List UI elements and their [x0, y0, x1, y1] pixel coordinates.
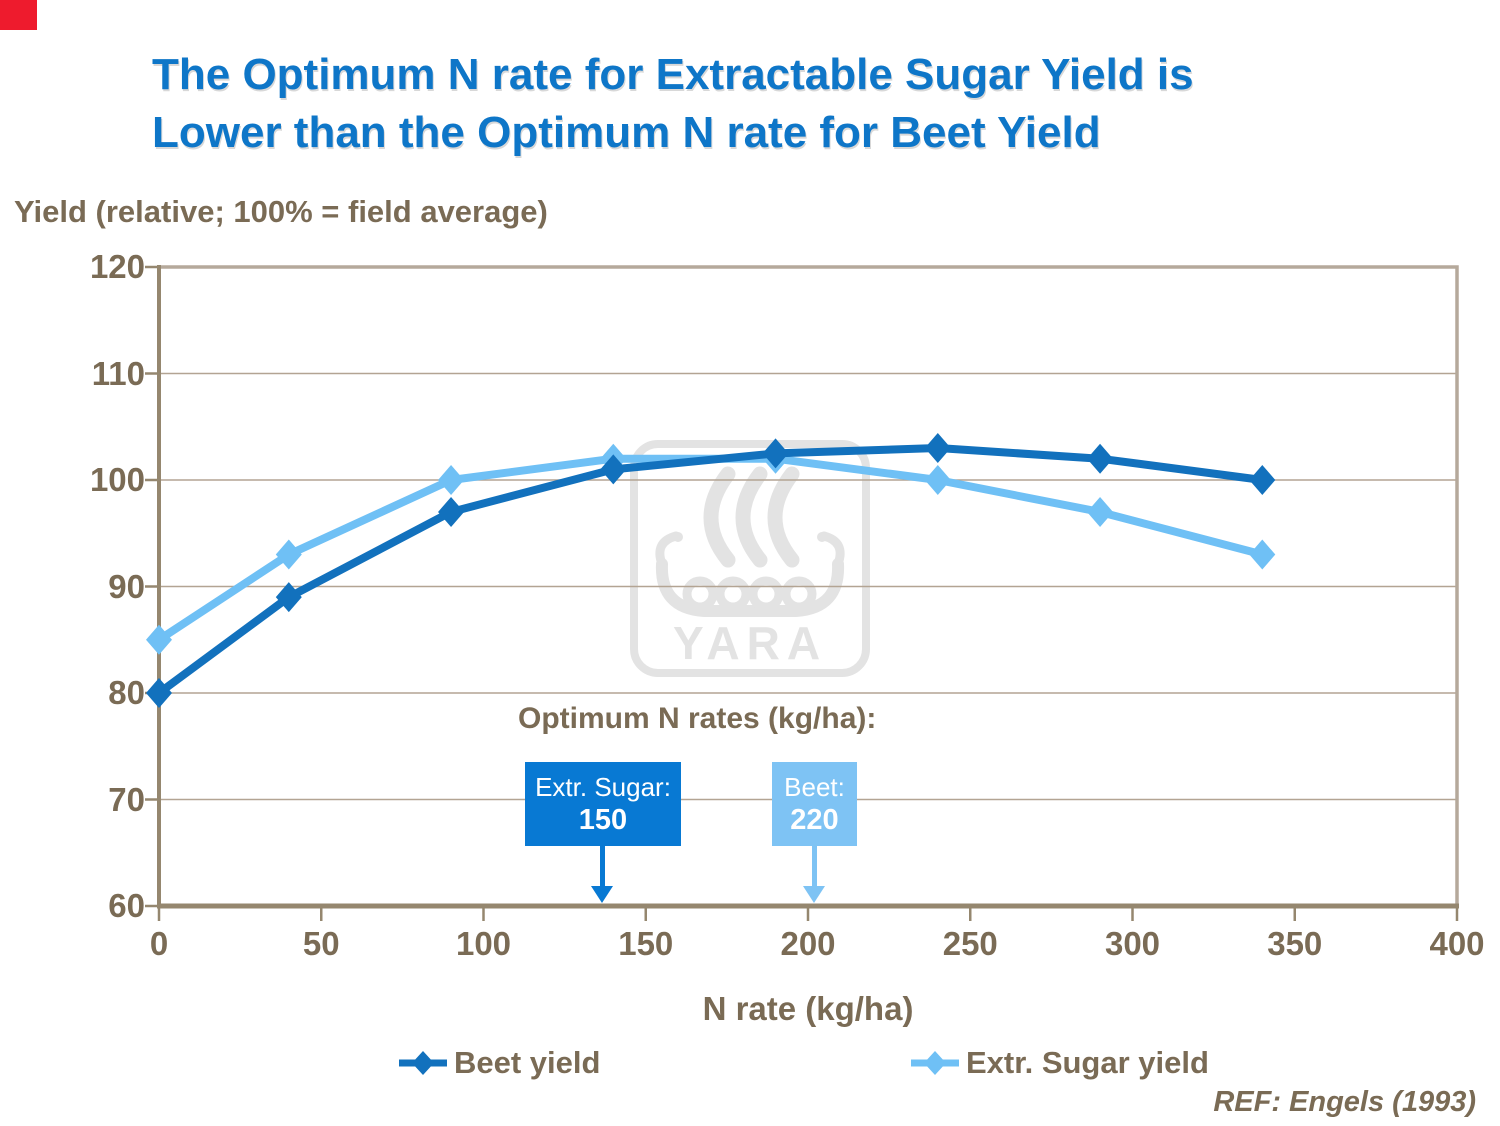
- y-tick-label: 100: [89, 461, 145, 498]
- x-tick-label: 300: [1104, 925, 1161, 962]
- x-tick-label: 150: [618, 925, 674, 962]
- callout-beet-value: 220: [790, 804, 839, 836]
- x-tick-label: 400: [1429, 925, 1485, 962]
- viking-ship-icon: [655, 466, 845, 617]
- arrow-extr-sugar-head: [591, 886, 613, 903]
- x-tick-label: 350: [1267, 925, 1323, 962]
- yara-watermark: YARA: [630, 440, 870, 677]
- arrow-beet-head: [803, 886, 825, 903]
- callout-beet-label: Beet:: [784, 772, 845, 802]
- y-tick-label: 80: [108, 674, 145, 711]
- y-tick-label: 110: [91, 354, 145, 392]
- x-axis-title: N rate (kg/ha): [702, 990, 914, 1027]
- callout-beet: Beet: 220: [772, 762, 857, 846]
- y-tick-label: 70: [108, 780, 145, 818]
- slide-title-line1: The Optimum N rate for Extractable Sugar…: [152, 50, 1194, 99]
- brand-corner-block: [0, 0, 37, 30]
- legend-label-beet-yield: Beet yield: [454, 1045, 601, 1080]
- legend-marker-beet-icon: [399, 1051, 447, 1075]
- legend-item-sugar-yield: Extr. Sugar yield: [910, 1044, 1209, 1082]
- slide-title: The Optimum N rate for Extractable Sugar…: [152, 46, 1402, 162]
- x-tick-label: 50: [302, 925, 340, 962]
- x-tick-label: 200: [780, 925, 836, 962]
- watermark-wordmark: YARA: [672, 617, 828, 669]
- callout-extr-sugar-value: 150: [578, 804, 628, 836]
- legend-item-beet-yield: Beet yield: [398, 1044, 600, 1082]
- x-tick-label: 100: [455, 925, 512, 962]
- annotation-heading: Optimum N rates (kg/ha):: [518, 702, 877, 735]
- y-axis-title: Yield (relative; 100% = field average): [14, 194, 548, 229]
- y-tick-label: 60: [108, 887, 145, 924]
- slide-title-line2: Lower than the Optimum N rate for Beet Y…: [152, 108, 1101, 157]
- arrow-beet: [812, 846, 817, 888]
- callout-extr-sugar-label: Extr. Sugar:: [535, 772, 671, 802]
- legend-label-sugar-yield: Extr. Sugar yield: [966, 1045, 1209, 1080]
- arrow-extr-sugar: [600, 846, 605, 888]
- x-tick-label: 250: [942, 925, 998, 962]
- legend-marker-sugar-icon: [911, 1051, 959, 1075]
- x-tick-label: 0: [149, 925, 169, 962]
- y-tick-label: 90: [108, 567, 145, 605]
- reference-citation: REF: Engels (1993): [1213, 1086, 1476, 1118]
- y-tick-label: 120: [89, 248, 145, 285]
- callout-extr-sugar: Extr. Sugar: 150: [525, 762, 681, 846]
